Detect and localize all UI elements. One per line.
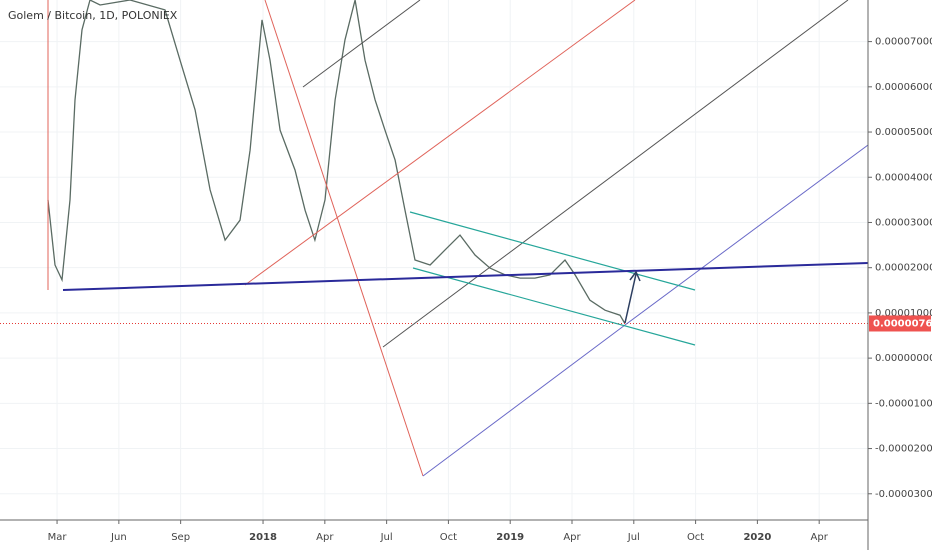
- x-tick-label: Jun: [110, 532, 127, 543]
- y-tick-label: 0.00005000: [875, 127, 932, 138]
- x-tick-label: Apr: [563, 532, 581, 543]
- x-tick-label: Sep: [171, 532, 190, 543]
- y-tick-label: 0.00001000: [875, 308, 932, 319]
- x-tick-label: 2018: [249, 532, 277, 543]
- y-tick-label: -0.00002000: [875, 444, 932, 455]
- x-tick-label: Jul: [380, 532, 393, 543]
- x-tick-label: Apr: [811, 532, 829, 543]
- grid: [0, 0, 868, 520]
- x-tick-label: Mar: [48, 532, 68, 543]
- trend-line: [302, 0, 421, 88]
- channel-line: [412, 267, 696, 346]
- last-price-badge: [869, 315, 931, 332]
- drawings: [47, 0, 868, 477]
- plot-area: [0, 0, 868, 324]
- trend-line: [264, 0, 424, 477]
- y-tick-label: -0.00003000: [875, 489, 932, 500]
- chart-title: Golem / Bitcoin, 1D, POLONIEX: [8, 9, 178, 22]
- x-tick-label: Jul: [627, 532, 640, 543]
- x-tick-label: 2020: [743, 532, 771, 543]
- x-tick-label: Oct: [440, 532, 457, 543]
- x-tick-label: Apr: [316, 532, 334, 543]
- y-tick-label: 0.00006000: [875, 82, 932, 93]
- y-tick-label: -0.00001000: [875, 398, 932, 409]
- channel-line: [409, 211, 696, 291]
- trend-line: [382, 0, 849, 348]
- y-tick-label: 0.00002000: [875, 263, 932, 274]
- y-tick-label: 0.00004000: [875, 172, 932, 183]
- price-line: [47, 0, 626, 324]
- y-tick-label: 0.00007000: [875, 37, 932, 48]
- x-tick-label: Oct: [687, 532, 704, 543]
- y-tick-label: 0.00003000: [875, 217, 932, 228]
- y-tick-label: 0.00000000: [875, 353, 932, 364]
- arrow-head: [629, 270, 641, 282]
- support-line: [62, 262, 868, 291]
- arrow: [624, 273, 637, 324]
- axes: 0.00007000 0.00006000 0.00005000 0.00004000…: [48, 37, 932, 543]
- last-price-label: 0.00000766: [873, 318, 932, 329]
- trend-line: [422, 144, 868, 477]
- trend-line: [244, 0, 636, 286]
- x-tick-label: 2019: [496, 532, 524, 543]
